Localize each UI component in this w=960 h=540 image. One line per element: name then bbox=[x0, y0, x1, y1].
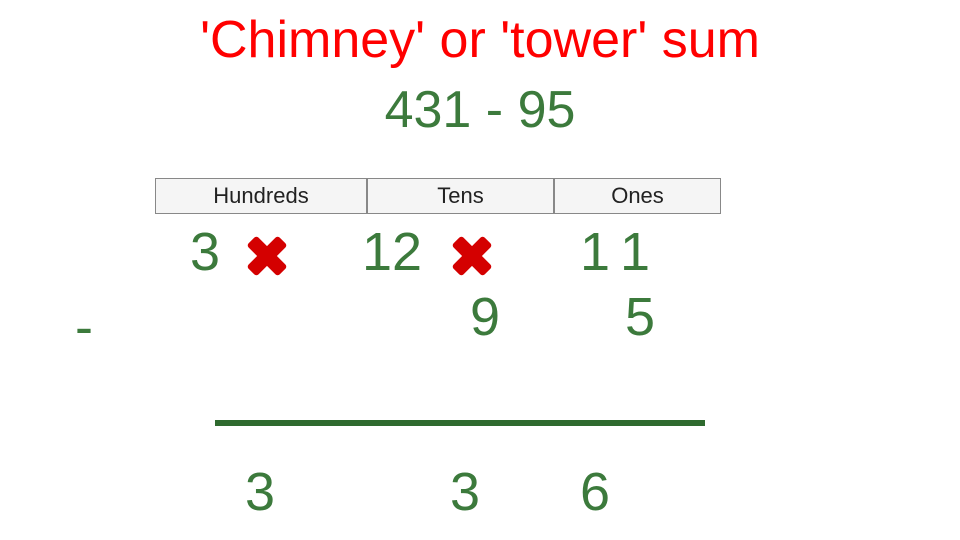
tens-answer: 3 bbox=[450, 465, 480, 519]
header-hundreds: Hundreds bbox=[155, 178, 367, 214]
page-title: 'Chimney' or 'tower' sum bbox=[0, 10, 960, 70]
ones-answer: 6 bbox=[580, 465, 610, 519]
problem-statement: 431 - 95 bbox=[0, 80, 960, 140]
place-value-headers: Hundreds Tens Ones bbox=[155, 178, 721, 214]
ones-subtrahend: 5 bbox=[625, 290, 655, 344]
header-ones: Ones bbox=[554, 178, 721, 214]
equals-bar bbox=[215, 420, 705, 426]
ones-borrowed: 1 bbox=[580, 225, 610, 279]
tens-regrouped: 12 bbox=[362, 225, 422, 279]
tens-subtrahend: 9 bbox=[470, 290, 500, 344]
header-tens: Tens bbox=[367, 178, 554, 214]
hundreds-regrouped: 3 bbox=[190, 225, 220, 279]
cross-icon bbox=[450, 234, 494, 278]
minus-sign: - bbox=[75, 300, 93, 354]
ones-original: 1 bbox=[620, 225, 650, 279]
hundreds-answer: 3 bbox=[245, 465, 275, 519]
cross-icon bbox=[245, 234, 289, 278]
